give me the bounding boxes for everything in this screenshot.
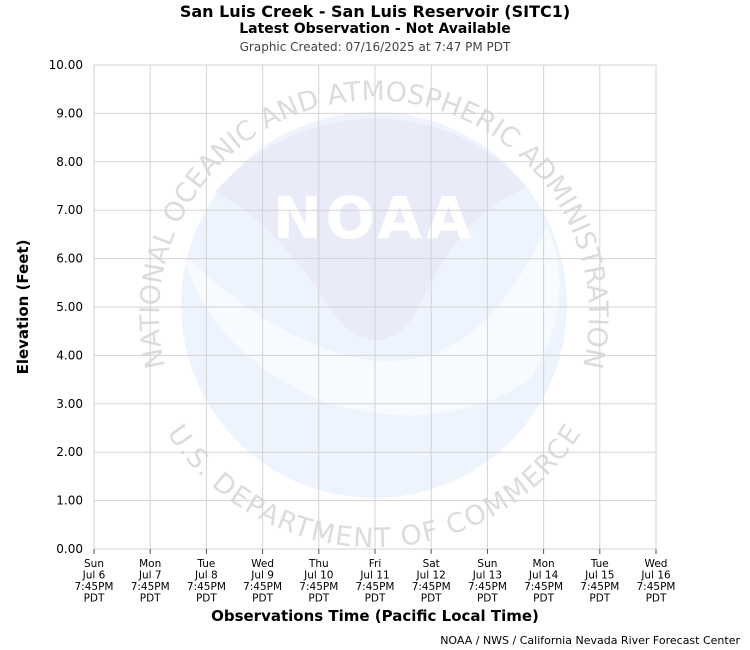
- x-tick-label: Sat Jul 12 7:45PM PDT: [412, 558, 451, 605]
- x-tick-label: Wed Jul 9 7:45PM PDT: [243, 558, 282, 605]
- x-tick-label: Tue Jul 8 7:45PM PDT: [187, 558, 226, 605]
- x-axis-label: Observations Time (Pacific Local Time): [211, 607, 539, 625]
- y-tick-label: 10.00: [49, 58, 83, 72]
- grid-lines: [93, 64, 657, 554]
- x-axis-ticks: Sun Jul 6 7:45PM PDT Mon Jul 7 7:45PM PDT Tue Jul…: [75, 558, 676, 605]
- footer-credit: NOAA / NWS / California Nevada River For…: [440, 634, 740, 647]
- y-tick-label: 1.00: [56, 494, 83, 508]
- y-tick-label: 6.00: [56, 252, 83, 266]
- y-tick-label: 8.00: [56, 155, 83, 169]
- x-tick-label: Thu Jul 10 7:45PM PDT: [299, 558, 338, 605]
- x-tick-label: Fri Jul 11 7:45PM PDT: [356, 558, 395, 605]
- logo-wordmark: NOAA: [273, 184, 475, 252]
- x-tick-label: Sun Jul 13 7:45PM PDT: [468, 558, 507, 605]
- y-tick-label: 7.00: [56, 203, 83, 217]
- chart-title: San Luis Creek - San Luis Reservoir (SIT…: [179, 2, 571, 21]
- graphic-created: Graphic Created: 07/16/2025 at 7:47 PM P…: [239, 40, 511, 54]
- x-tick-label: Mon Jul 7 7:45PM PDT: [131, 558, 170, 605]
- y-tick-label: 2.00: [56, 445, 83, 459]
- y-tick-label: 0.00: [56, 542, 83, 556]
- x-tick-label: Tue Jul 15 7:45PM PDT: [580, 558, 619, 605]
- y-tick-label: 3.00: [56, 397, 83, 411]
- latest-observation: Latest Observation - Not Available: [239, 21, 511, 37]
- y-axis-ticks: 0.00 1.00 2.00 3.00 4.00 5.00 6.00 7.00 8.00 9.00…: [49, 58, 83, 556]
- logo-wave: [183, 225, 560, 416]
- y-axis-label: Elevation (Feet): [14, 240, 32, 375]
- x-tick-label: Sun Jul 6 7:45PM PDT: [75, 558, 114, 605]
- x-tick-label: Wed Jul 16 7:45PM PDT: [637, 558, 676, 605]
- x-tick-label: Mon Jul 14 7:45PM PDT: [524, 558, 563, 605]
- logo-bird: [215, 118, 527, 341]
- y-tick-label: 4.00: [56, 348, 83, 362]
- y-tick-label: 5.00: [56, 300, 83, 314]
- y-tick-label: 9.00: [56, 106, 83, 120]
